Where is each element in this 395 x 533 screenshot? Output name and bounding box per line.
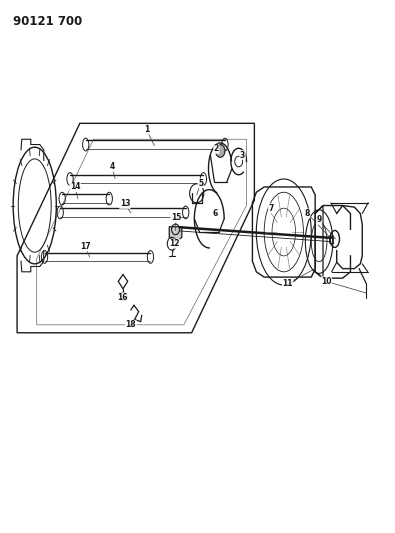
Text: 13: 13	[120, 199, 130, 208]
Text: 17: 17	[80, 242, 90, 251]
Text: 2: 2	[214, 144, 219, 154]
Text: 18: 18	[126, 320, 136, 329]
Text: 10: 10	[321, 277, 331, 286]
Text: 9: 9	[316, 215, 322, 224]
Text: 14: 14	[70, 182, 80, 191]
Text: 90121 700: 90121 700	[13, 14, 83, 28]
Text: 1: 1	[144, 125, 149, 134]
Text: 15: 15	[171, 213, 181, 222]
Text: 6: 6	[213, 209, 218, 218]
Text: 11: 11	[282, 279, 293, 288]
Text: 8: 8	[305, 209, 310, 218]
Text: 7: 7	[269, 204, 274, 213]
Text: 4: 4	[109, 163, 115, 171]
Text: 16: 16	[117, 293, 128, 302]
Text: 3: 3	[240, 151, 245, 160]
Ellipse shape	[216, 144, 225, 157]
Text: 5: 5	[198, 179, 203, 188]
Text: 12: 12	[169, 239, 180, 248]
Polygon shape	[169, 227, 182, 241]
